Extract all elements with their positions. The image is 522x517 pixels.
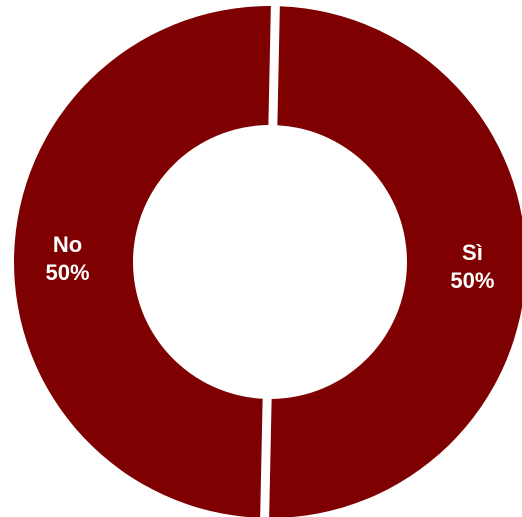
slice-label-name: No xyxy=(53,232,82,257)
slice-s- xyxy=(269,6,522,517)
slice-label-value: 50% xyxy=(46,260,90,285)
slice-no xyxy=(14,6,271,517)
labels-group: Sì 50% No 50% xyxy=(46,232,495,293)
slices-group xyxy=(14,6,522,517)
slice-label-name: Sì xyxy=(462,240,483,265)
slice-label-value: 50% xyxy=(450,268,494,293)
